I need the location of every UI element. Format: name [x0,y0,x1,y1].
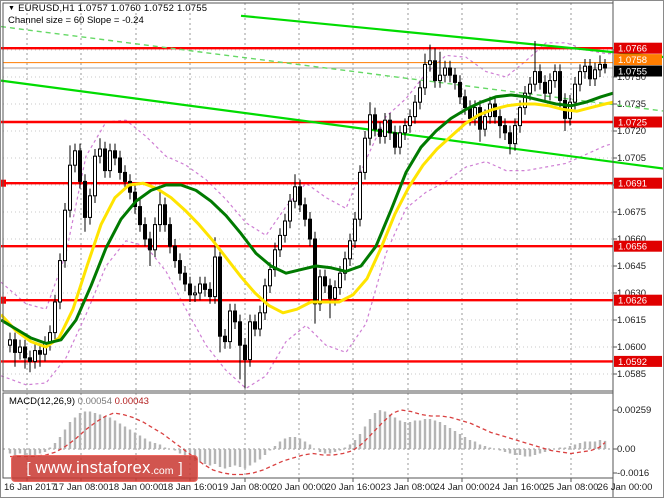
svg-text:1.0691: 1.0691 [618,179,647,190]
macd-value: 0.00054 [77,396,112,407]
svg-text:24 Jan 16:00: 24 Jan 16:00 [490,482,545,493]
price-level-lines [3,62,613,69]
watermark-bracket: [ [26,460,31,477]
svg-text:17 Jan 08:00: 17 Jan 08:00 [54,482,109,493]
instaforex-watermark: [ www.instaforex .com ] [11,455,198,482]
ma-green[interactable] [1,91,614,345]
svg-text:1.0626: 1.0626 [618,296,647,307]
horizontal-gridlines [3,49,613,375]
svg-text:1.0705: 1.0705 [617,153,646,164]
svg-text:1.0585: 1.0585 [617,369,646,380]
symbol-dropdown-icon[interactable]: ▼ [8,5,16,12]
chart-title: ▼ EURUSD,H1 1.0757 1.0760 1.0752 1.0755 [8,3,207,14]
ma-yellow[interactable] [1,100,614,349]
svg-text:0.00259: 0.00259 [617,405,651,416]
price-axis-labels: 1.07651.07501.07351.07201.07051.06901.06… [613,45,646,380]
watermark-bracket: ] [178,460,183,477]
svg-text:1.0645: 1.0645 [617,261,646,272]
macd-signal-value: 0.00043 [114,396,149,407]
svg-text:24 Jan 00:00: 24 Jan 00:00 [435,482,490,493]
channel-info-text: Channel size = 60 Slope = -0.24 [8,15,144,26]
svg-text:26 Jan 00:00: 26 Jan 00:00 [598,482,653,493]
svg-text:0.00: 0.00 [617,444,636,455]
watermark-text: www.instaforex [35,459,151,477]
svg-text:20 Jan 16:00: 20 Jan 16:00 [326,482,381,493]
trend-channel-lines[interactable] [1,14,664,170]
svg-text:1.0615: 1.0615 [617,315,646,326]
svg-text:1.0630: 1.0630 [617,288,646,299]
bollinger-bands[interactable] [1,42,614,390]
panel-frames [2,1,614,497]
svg-text:1.0758: 1.0758 [618,55,647,66]
svg-text:1.0750: 1.0750 [617,72,646,83]
svg-text:16 Jan 2017: 16 Jan 2017 [4,482,56,493]
macd-axis-labels: 0.00259 0.00 -0.0016 [613,405,651,479]
macd-indicator-label: MACD(12,26,9) 0.00054 0.00043 [9,396,149,407]
svg-text:1.0592: 1.0592 [618,357,647,368]
svg-text:1.0755: 1.0755 [618,67,647,78]
svg-text:1.0675: 1.0675 [617,207,646,218]
symbol-ohlc-text: EURUSD,H1 1.0757 1.0760 1.0752 1.0755 [18,3,208,14]
svg-text:1.0656: 1.0656 [618,242,647,253]
svg-text:19 Jan 08:00: 19 Jan 08:00 [218,482,273,493]
svg-text:1.0725: 1.0725 [618,118,647,129]
svg-text:1.0766: 1.0766 [618,44,647,55]
svg-text:-0.0016: -0.0016 [617,468,649,479]
svg-text:18 Jan 00:00: 18 Jan 00:00 [109,482,164,493]
macd-histogram [8,410,607,469]
svg-text:1.0600: 1.0600 [617,342,646,353]
svg-text:18 Jan 16:00: 18 Jan 16:00 [163,482,218,493]
macd-name: MACD(12,26,9) [9,396,75,407]
svg-text:1.0660: 1.0660 [617,234,646,245]
candles [8,41,607,389]
svg-text:1.0720: 1.0720 [617,126,646,137]
price-axis-badges: 1.0766 1.0725 1.0691 1.0656 1.0626 1.0592 1.07… [614,42,662,368]
svg-text:23 Jan 08:00: 23 Jan 08:00 [381,482,436,493]
macd-signal-line [10,409,606,476]
watermark-suffix: .com [150,464,174,477]
svg-text:1.0735: 1.0735 [617,99,646,110]
svg-text:25 Jan 08:00: 25 Jan 08:00 [544,482,599,493]
svg-text:20 Jan 00:00: 20 Jan 00:00 [272,482,327,493]
